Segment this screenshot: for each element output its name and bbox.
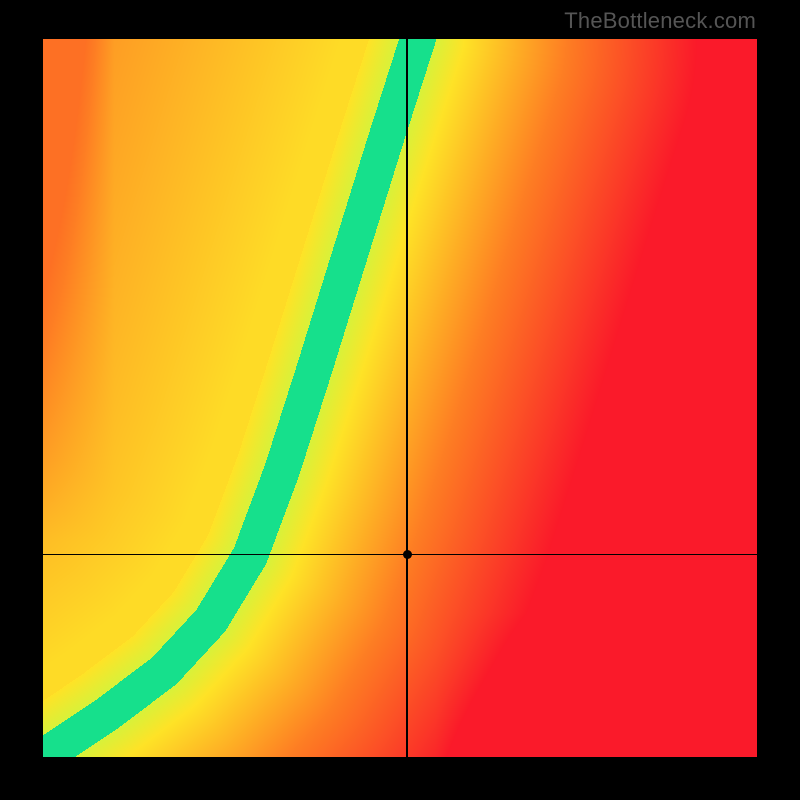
- crosshair-vertical: [406, 39, 407, 757]
- selected-point-marker: [403, 550, 412, 559]
- crosshair-horizontal: [43, 554, 757, 555]
- chart-container: { "canvas": { "width": 800, "height": 80…: [0, 0, 800, 800]
- watermark-text: TheBottleneck.com: [564, 8, 756, 34]
- bottleneck-heatmap: [43, 39, 757, 757]
